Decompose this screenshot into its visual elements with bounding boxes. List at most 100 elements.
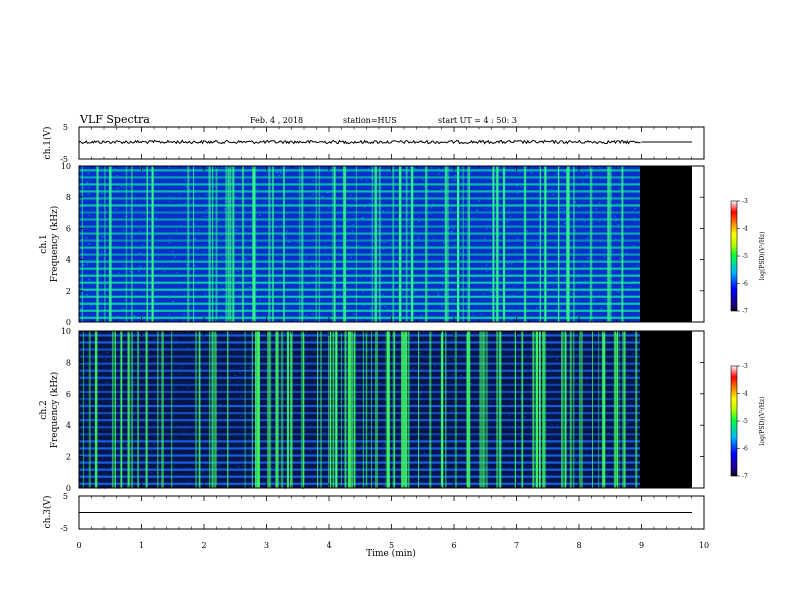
spectrogram-speckle	[608, 481, 610, 483]
spectrogram-speckle	[421, 357, 424, 359]
spectrogram-speckle	[564, 223, 566, 225]
spectrogram-speckle	[348, 245, 350, 248]
xtick-label: 6	[451, 541, 456, 550]
spectrogram-speckle	[150, 450, 153, 452]
spectrogram-speckle	[586, 238, 588, 240]
spectrogram-speckle	[563, 210, 565, 212]
spectrogram-sferic	[496, 166, 499, 322]
spectrogram-speckle	[92, 485, 95, 487]
spectrogram-speckle	[571, 427, 573, 429]
spectrogram-speckle	[485, 264, 488, 266]
spectrogram-speckle	[542, 251, 545, 253]
spectrogram-speckle	[142, 290, 144, 292]
spectrogram-speckle	[260, 343, 262, 345]
spectrogram-speckle	[377, 224, 379, 226]
spectrogram-band	[79, 267, 642, 270]
spectrogram-speckle	[410, 387, 412, 389]
spectrogram-speckle	[551, 189, 553, 191]
spectrogram-speckle	[99, 198, 101, 200]
spectrogram-speckle	[100, 398, 102, 400]
spectrogram-speckle	[200, 304, 203, 306]
figure-title: VLF Spectra	[79, 113, 150, 126]
spectrogram-speckle	[123, 461, 125, 463]
spectrogram-speckle	[598, 167, 600, 169]
spectrogram-speckle	[491, 294, 494, 296]
spectrogram-speckle	[325, 478, 328, 480]
spectrogram-speckle	[288, 203, 290, 205]
spectrogram-speckle	[552, 194, 555, 196]
spectrogram-speckle	[367, 168, 370, 170]
spectrogram-speckle	[155, 183, 158, 185]
spectrogram-speckle	[507, 262, 509, 265]
spectrogram-speckle	[599, 356, 601, 358]
spectrogram-speckle	[610, 279, 613, 282]
spectrogram-speckle	[123, 354, 125, 356]
spectrogram-sferic	[161, 331, 164, 488]
spectrogram-speckle	[394, 318, 397, 320]
spectrogram-speckle	[413, 483, 415, 485]
spectrogram-speckle	[284, 193, 287, 195]
spectrogram-speckle	[356, 477, 358, 479]
spectrogram-speckle	[613, 268, 615, 271]
spectrogram-speckle	[605, 447, 607, 449]
spectrogram-speckle	[236, 385, 238, 387]
spectrogram-sferic	[255, 331, 257, 488]
spectrogram-speckle	[380, 186, 383, 188]
spectrogram-speckle	[99, 432, 102, 434]
spectrogram-speckle	[536, 244, 538, 246]
spectrogram-speckle	[555, 308, 557, 310]
spectrogram-speckle	[574, 459, 577, 461]
spectrogram-speckle	[255, 291, 258, 293]
spectrogram-speckle	[519, 394, 522, 396]
spectrogram-speckle	[295, 183, 297, 185]
spectrogram-speckle	[577, 276, 580, 279]
spectrogram-speckle	[383, 445, 385, 447]
spectrogram-speckle	[259, 299, 261, 301]
spectrogram-speckle	[175, 213, 178, 215]
spectrogram-speckle	[548, 178, 550, 180]
spectrogram-speckle	[628, 227, 630, 229]
spectrogram-speckle	[431, 176, 433, 178]
spectrogram-speckle	[214, 296, 216, 298]
spectrogram-speckle	[511, 461, 513, 463]
spectrogram-speckle	[180, 248, 182, 250]
spectrogram-speckle	[378, 399, 381, 402]
spectrogram-speckle	[387, 307, 389, 309]
spectrogram-speckle	[419, 392, 422, 395]
spectrogram-speckle	[140, 190, 142, 192]
spectrogram-speckle	[617, 309, 619, 311]
spectrogram-speckle	[284, 190, 286, 192]
spectrogram-speckle	[595, 343, 597, 345]
spectrogram-speckle	[424, 274, 426, 276]
spectrogram-speckle	[628, 454, 630, 457]
spectrogram-speckle	[124, 300, 126, 302]
spectrogram-speckle	[487, 454, 490, 456]
spectrogram-speckle	[606, 305, 608, 307]
spectrogram-speckle	[607, 432, 610, 434]
spectrogram-speckle	[371, 383, 373, 385]
spectrogram-speckle	[572, 177, 574, 179]
spectrogram-speckle	[381, 472, 384, 474]
spectrogram-speckle	[186, 263, 188, 266]
spectrogram-speckle	[309, 425, 311, 427]
spectrogram-speckle	[427, 372, 430, 374]
spectrogram-speckle	[303, 169, 306, 171]
spectrogram-speckle	[220, 235, 223, 237]
spectrogram-speckle	[129, 236, 131, 238]
spectrogram-speckle	[418, 220, 420, 222]
spectrogram-speckle	[228, 445, 230, 447]
spectrogram-speckle	[394, 265, 396, 267]
spectrogram-speckle	[222, 287, 224, 289]
spectrogram-speckle	[584, 434, 587, 436]
spectrogram-speckle	[450, 475, 453, 477]
spectrogram-speckle	[553, 411, 555, 413]
spectrogram-speckle	[500, 443, 503, 445]
spectrogram-sferic	[198, 331, 200, 488]
spectrogram-speckle	[422, 260, 424, 262]
spectrogram-sferic	[171, 331, 173, 488]
spectrogram-speckle	[278, 464, 281, 466]
spectrogram-sferic	[215, 166, 218, 322]
spectrogram-speckle	[237, 380, 239, 382]
ch1-spectrogram-background	[79, 166, 640, 322]
spectrogram-speckle	[509, 287, 512, 289]
